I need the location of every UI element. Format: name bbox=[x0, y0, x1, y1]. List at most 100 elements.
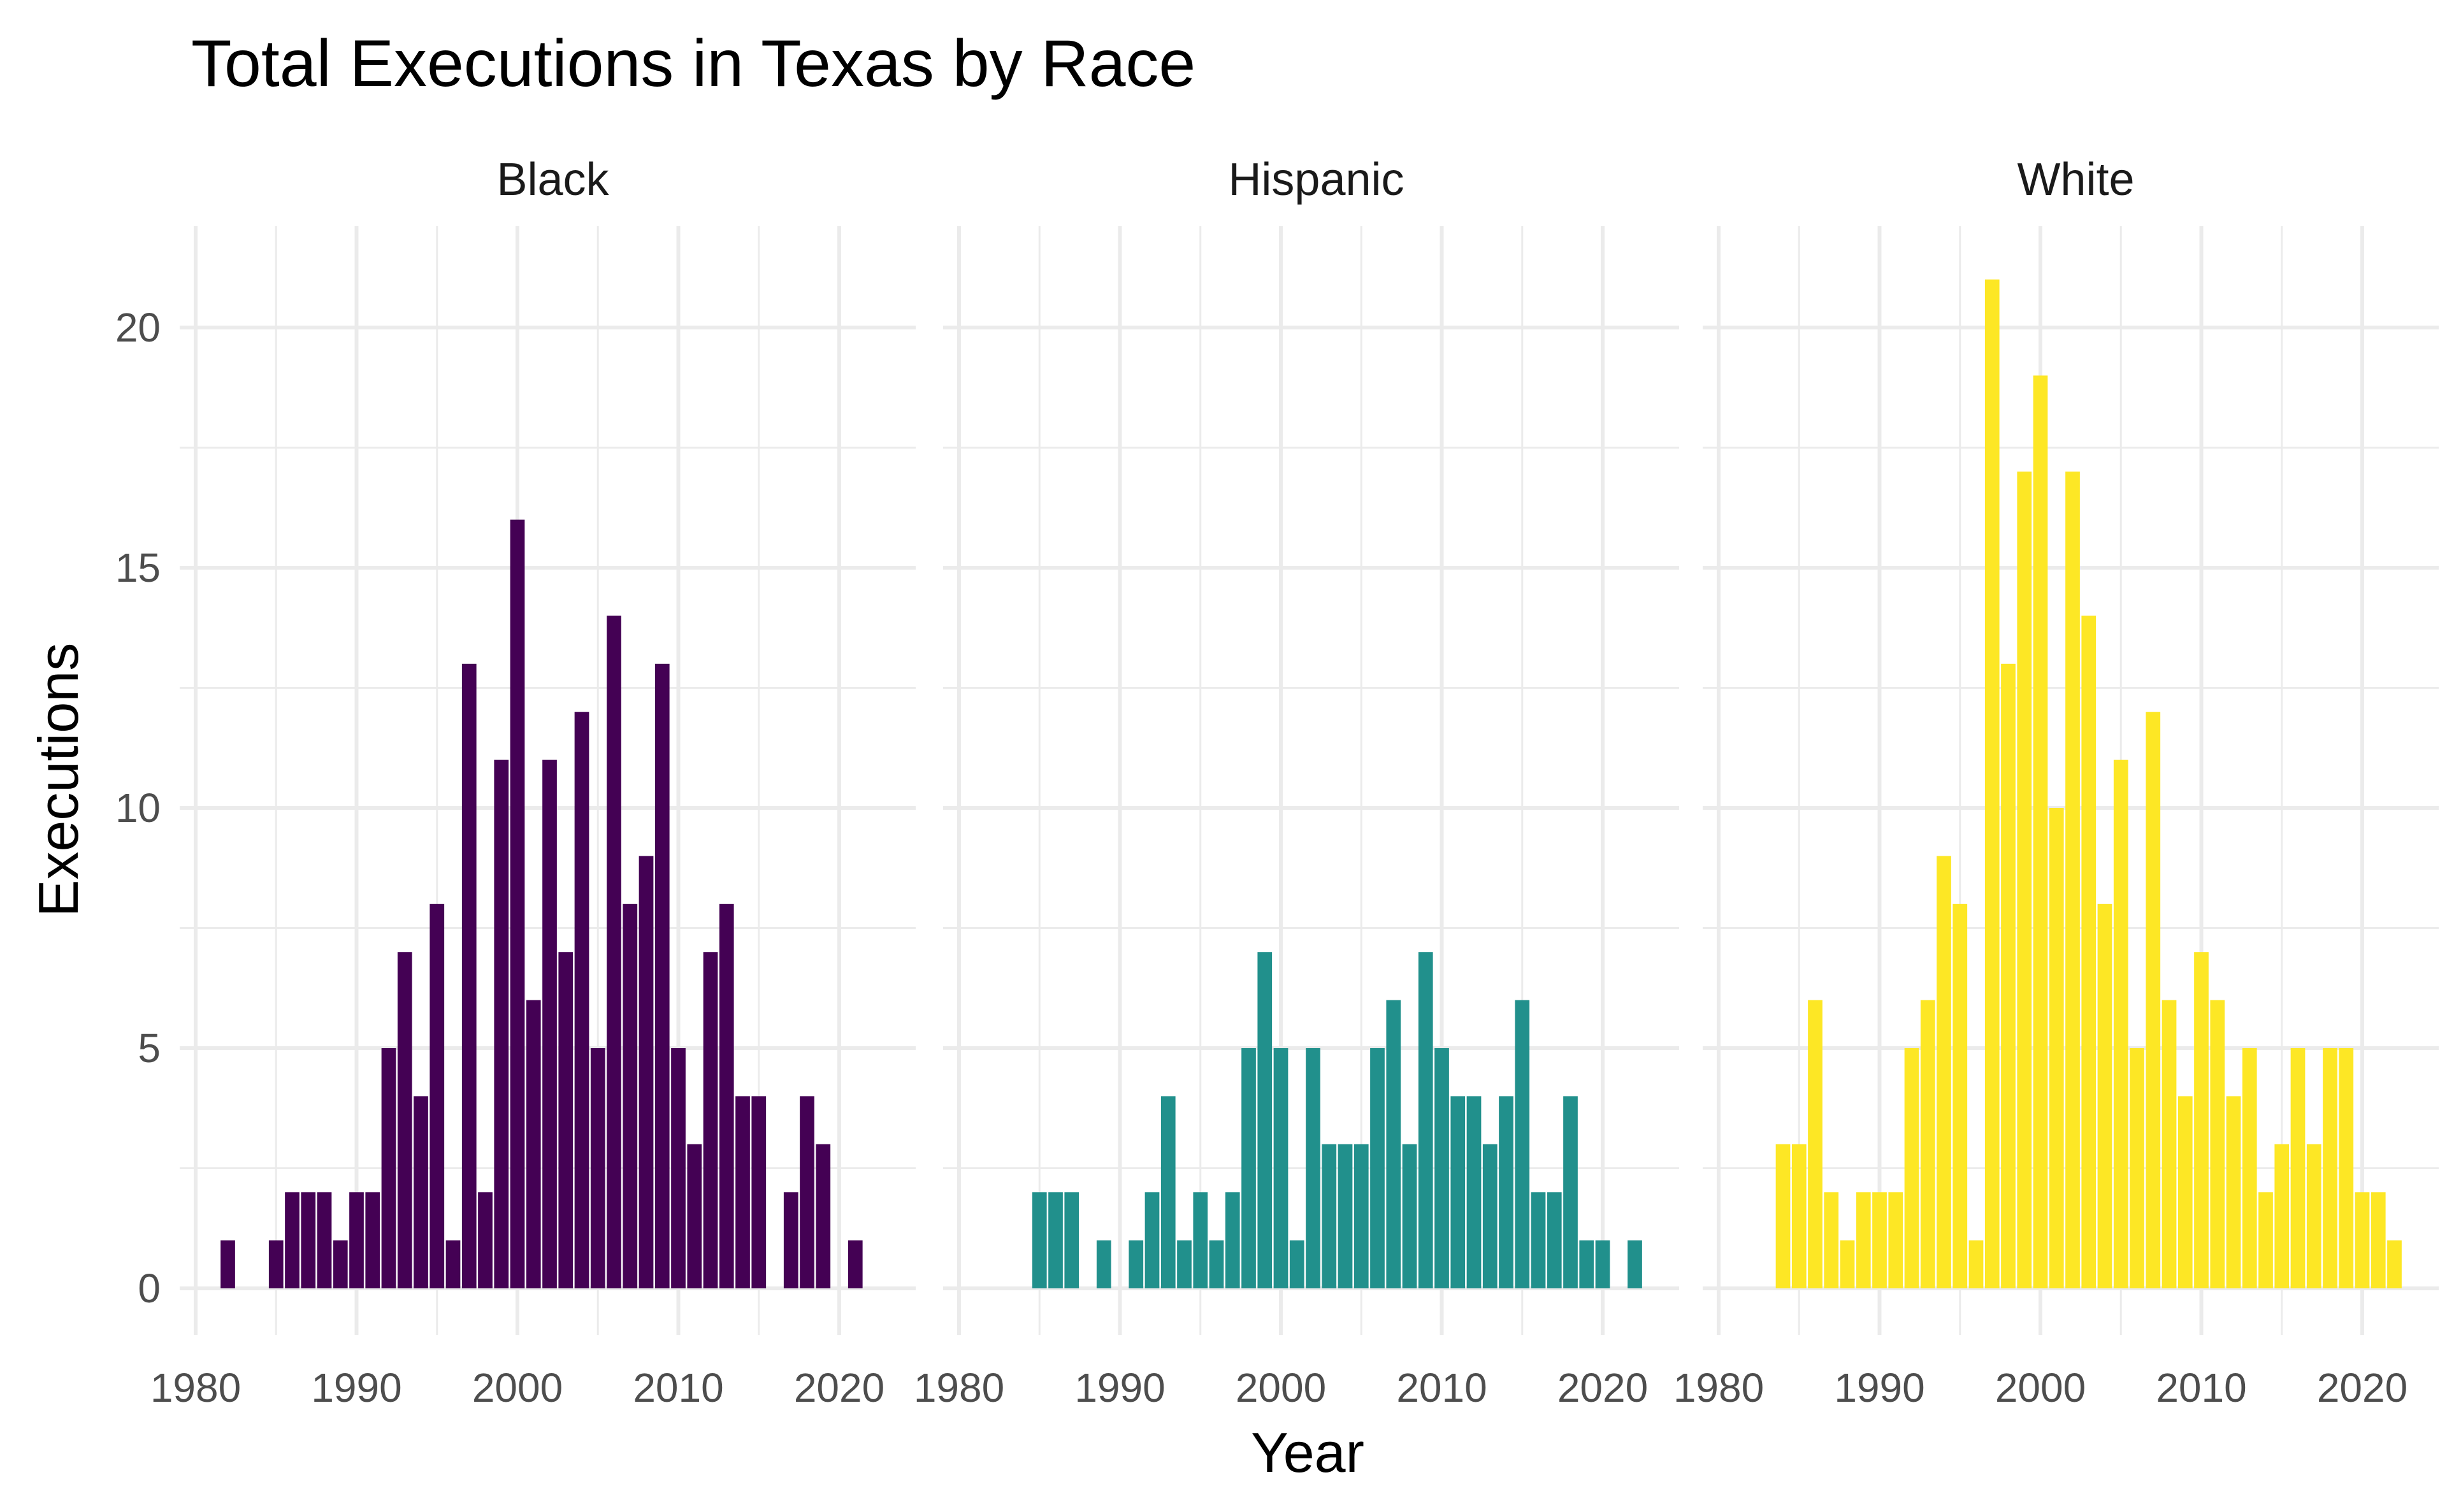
x-tick-label: 1980 bbox=[150, 1365, 241, 1411]
bar-white-1986 bbox=[1808, 1000, 1823, 1288]
bar-white-2004 bbox=[2097, 904, 2112, 1288]
bar-white-2010 bbox=[2194, 952, 2209, 1288]
bar-hispanic-1999 bbox=[1257, 952, 1273, 1288]
bar-white-2006 bbox=[2130, 1048, 2144, 1288]
bar-hispanic-1995 bbox=[1193, 1192, 1208, 1288]
bar-black-1987 bbox=[301, 1192, 316, 1288]
bar-hispanic-1998 bbox=[1241, 1048, 1256, 1288]
y-tick-label: 10 bbox=[115, 785, 161, 831]
bar-white-2011 bbox=[2210, 1000, 2225, 1288]
bar-hispanic-2009 bbox=[1418, 952, 1433, 1288]
bar-white-2022 bbox=[2387, 1240, 2402, 1288]
bar-white-1985 bbox=[1791, 1144, 1807, 1288]
bar-black-2002 bbox=[542, 760, 557, 1288]
bar-white-2017 bbox=[2306, 1144, 2321, 1288]
bar-hispanic-1987 bbox=[1064, 1192, 1079, 1288]
bar-black-1988 bbox=[317, 1192, 332, 1288]
bar-black-1982 bbox=[220, 1240, 235, 1288]
y-tick-label: 0 bbox=[138, 1265, 161, 1311]
y-axis-title: Executions bbox=[27, 643, 90, 917]
bar-white-2015 bbox=[2274, 1144, 2290, 1288]
bar-hispanic-2019 bbox=[1579, 1240, 1594, 1288]
bar-black-1993 bbox=[397, 952, 412, 1288]
bar-hispanic-2001 bbox=[1289, 1240, 1304, 1288]
bar-black-2013 bbox=[719, 904, 734, 1288]
bar-black-1989 bbox=[333, 1240, 348, 1288]
bar-hispanic-2016 bbox=[1531, 1192, 1546, 1288]
bar-black-1995 bbox=[429, 904, 445, 1288]
x-tick-label: 1990 bbox=[1834, 1365, 1924, 1411]
bar-black-1985 bbox=[268, 1240, 284, 1288]
bar-white-2007 bbox=[2146, 712, 2161, 1288]
bar-white-1991 bbox=[1888, 1192, 1903, 1288]
bar-hispanic-2013 bbox=[1482, 1144, 1498, 1288]
bar-hispanic-2014 bbox=[1499, 1096, 1513, 1288]
bar-black-1990 bbox=[349, 1192, 364, 1288]
facet-label-hispanic: Hispanic bbox=[1228, 154, 1404, 205]
bar-black-2007 bbox=[623, 904, 638, 1288]
bar-hispanic-1994 bbox=[1177, 1240, 1192, 1288]
bar-white-2020 bbox=[2355, 1192, 2370, 1288]
x-axis: 1980 1990 2000 2010 2020 1980 1990 2000 2010 2020… bbox=[150, 1365, 2407, 1411]
y-axis: 0 5 10 15 20 bbox=[115, 305, 161, 1311]
bar-white-2003 bbox=[2081, 616, 2097, 1288]
bar-black-2017 bbox=[783, 1192, 798, 1288]
bar-hispanic-2000 bbox=[1273, 1048, 1288, 1288]
facet-panels: Black Hispanic White bbox=[180, 154, 2439, 1335]
bar-white-1998 bbox=[2001, 663, 2016, 1288]
bar-white-1992 bbox=[1904, 1048, 1919, 1288]
bar-white-2002 bbox=[2065, 472, 2080, 1289]
bar-hispanic-2010 bbox=[1434, 1048, 1449, 1288]
bar-white-1988 bbox=[1840, 1240, 1855, 1288]
facet-label-white: White bbox=[2017, 154, 2134, 205]
bar-white-1984 bbox=[1775, 1144, 1791, 1288]
bar-white-1989 bbox=[1856, 1192, 1871, 1288]
bar-black-1997 bbox=[461, 663, 477, 1288]
bar-black-2012 bbox=[703, 952, 718, 1288]
bar-black-1998 bbox=[478, 1192, 493, 1288]
x-axis-title: Year bbox=[1251, 1421, 1364, 1484]
bar-hispanic-2004 bbox=[1338, 1144, 1353, 1288]
bar-white-1997 bbox=[1984, 279, 2000, 1289]
bar-white-2014 bbox=[2258, 1192, 2273, 1288]
x-tick-label: 2000 bbox=[1995, 1365, 2086, 1411]
bar-white-1995 bbox=[1953, 904, 1968, 1288]
x-tick-label: 2000 bbox=[1236, 1365, 1326, 1411]
bar-white-2009 bbox=[2177, 1096, 2193, 1288]
bar-hispanic-2008 bbox=[1402, 1144, 1417, 1288]
y-tick-label: 15 bbox=[115, 545, 161, 591]
bar-black-2009 bbox=[654, 663, 670, 1288]
bar-black-2015 bbox=[751, 1096, 767, 1288]
x-tick-label: 1980 bbox=[914, 1365, 1004, 1411]
bar-black-2003 bbox=[558, 952, 574, 1288]
bar-black-2010 bbox=[671, 1048, 686, 1288]
x-tick-label: 1980 bbox=[1673, 1365, 1764, 1411]
bar-white-2001 bbox=[2049, 808, 2064, 1288]
bar-hispanic-2018 bbox=[1563, 1096, 1578, 1288]
bar-white-2005 bbox=[2113, 760, 2128, 1288]
x-tick-label: 2020 bbox=[2317, 1365, 2407, 1411]
bar-white-1999 bbox=[2017, 472, 2032, 1289]
bar-white-2018 bbox=[2323, 1048, 2337, 1288]
bar-black-1999 bbox=[494, 760, 509, 1288]
bar-white-2008 bbox=[2162, 1000, 2177, 1288]
bar-black-2018 bbox=[800, 1096, 814, 1288]
y-tick-label: 20 bbox=[115, 305, 161, 350]
x-tick-label: 2000 bbox=[472, 1365, 563, 1411]
bar-white-1994 bbox=[1937, 856, 1951, 1288]
bar-hispanic-2011 bbox=[1450, 1096, 1466, 1288]
bar-hispanic-2017 bbox=[1547, 1192, 1562, 1288]
bar-hispanic-1991 bbox=[1129, 1240, 1144, 1288]
facet-panel-hispanic: Hispanic bbox=[943, 154, 1679, 1335]
bar-white-1996 bbox=[1968, 1240, 1984, 1288]
bar-white-2012 bbox=[2226, 1096, 2241, 1288]
x-tick-label: 1990 bbox=[1074, 1365, 1165, 1411]
bar-black-2021 bbox=[848, 1240, 863, 1288]
bar-black-2001 bbox=[526, 1000, 541, 1288]
bar-white-2013 bbox=[2242, 1048, 2257, 1288]
bar-hispanic-2005 bbox=[1353, 1144, 1369, 1288]
bar-hispanic-2007 bbox=[1386, 1000, 1401, 1288]
x-tick-label: 2010 bbox=[633, 1365, 723, 1411]
bar-white-1987 bbox=[1824, 1192, 1839, 1288]
x-tick-label: 2010 bbox=[2156, 1365, 2246, 1411]
